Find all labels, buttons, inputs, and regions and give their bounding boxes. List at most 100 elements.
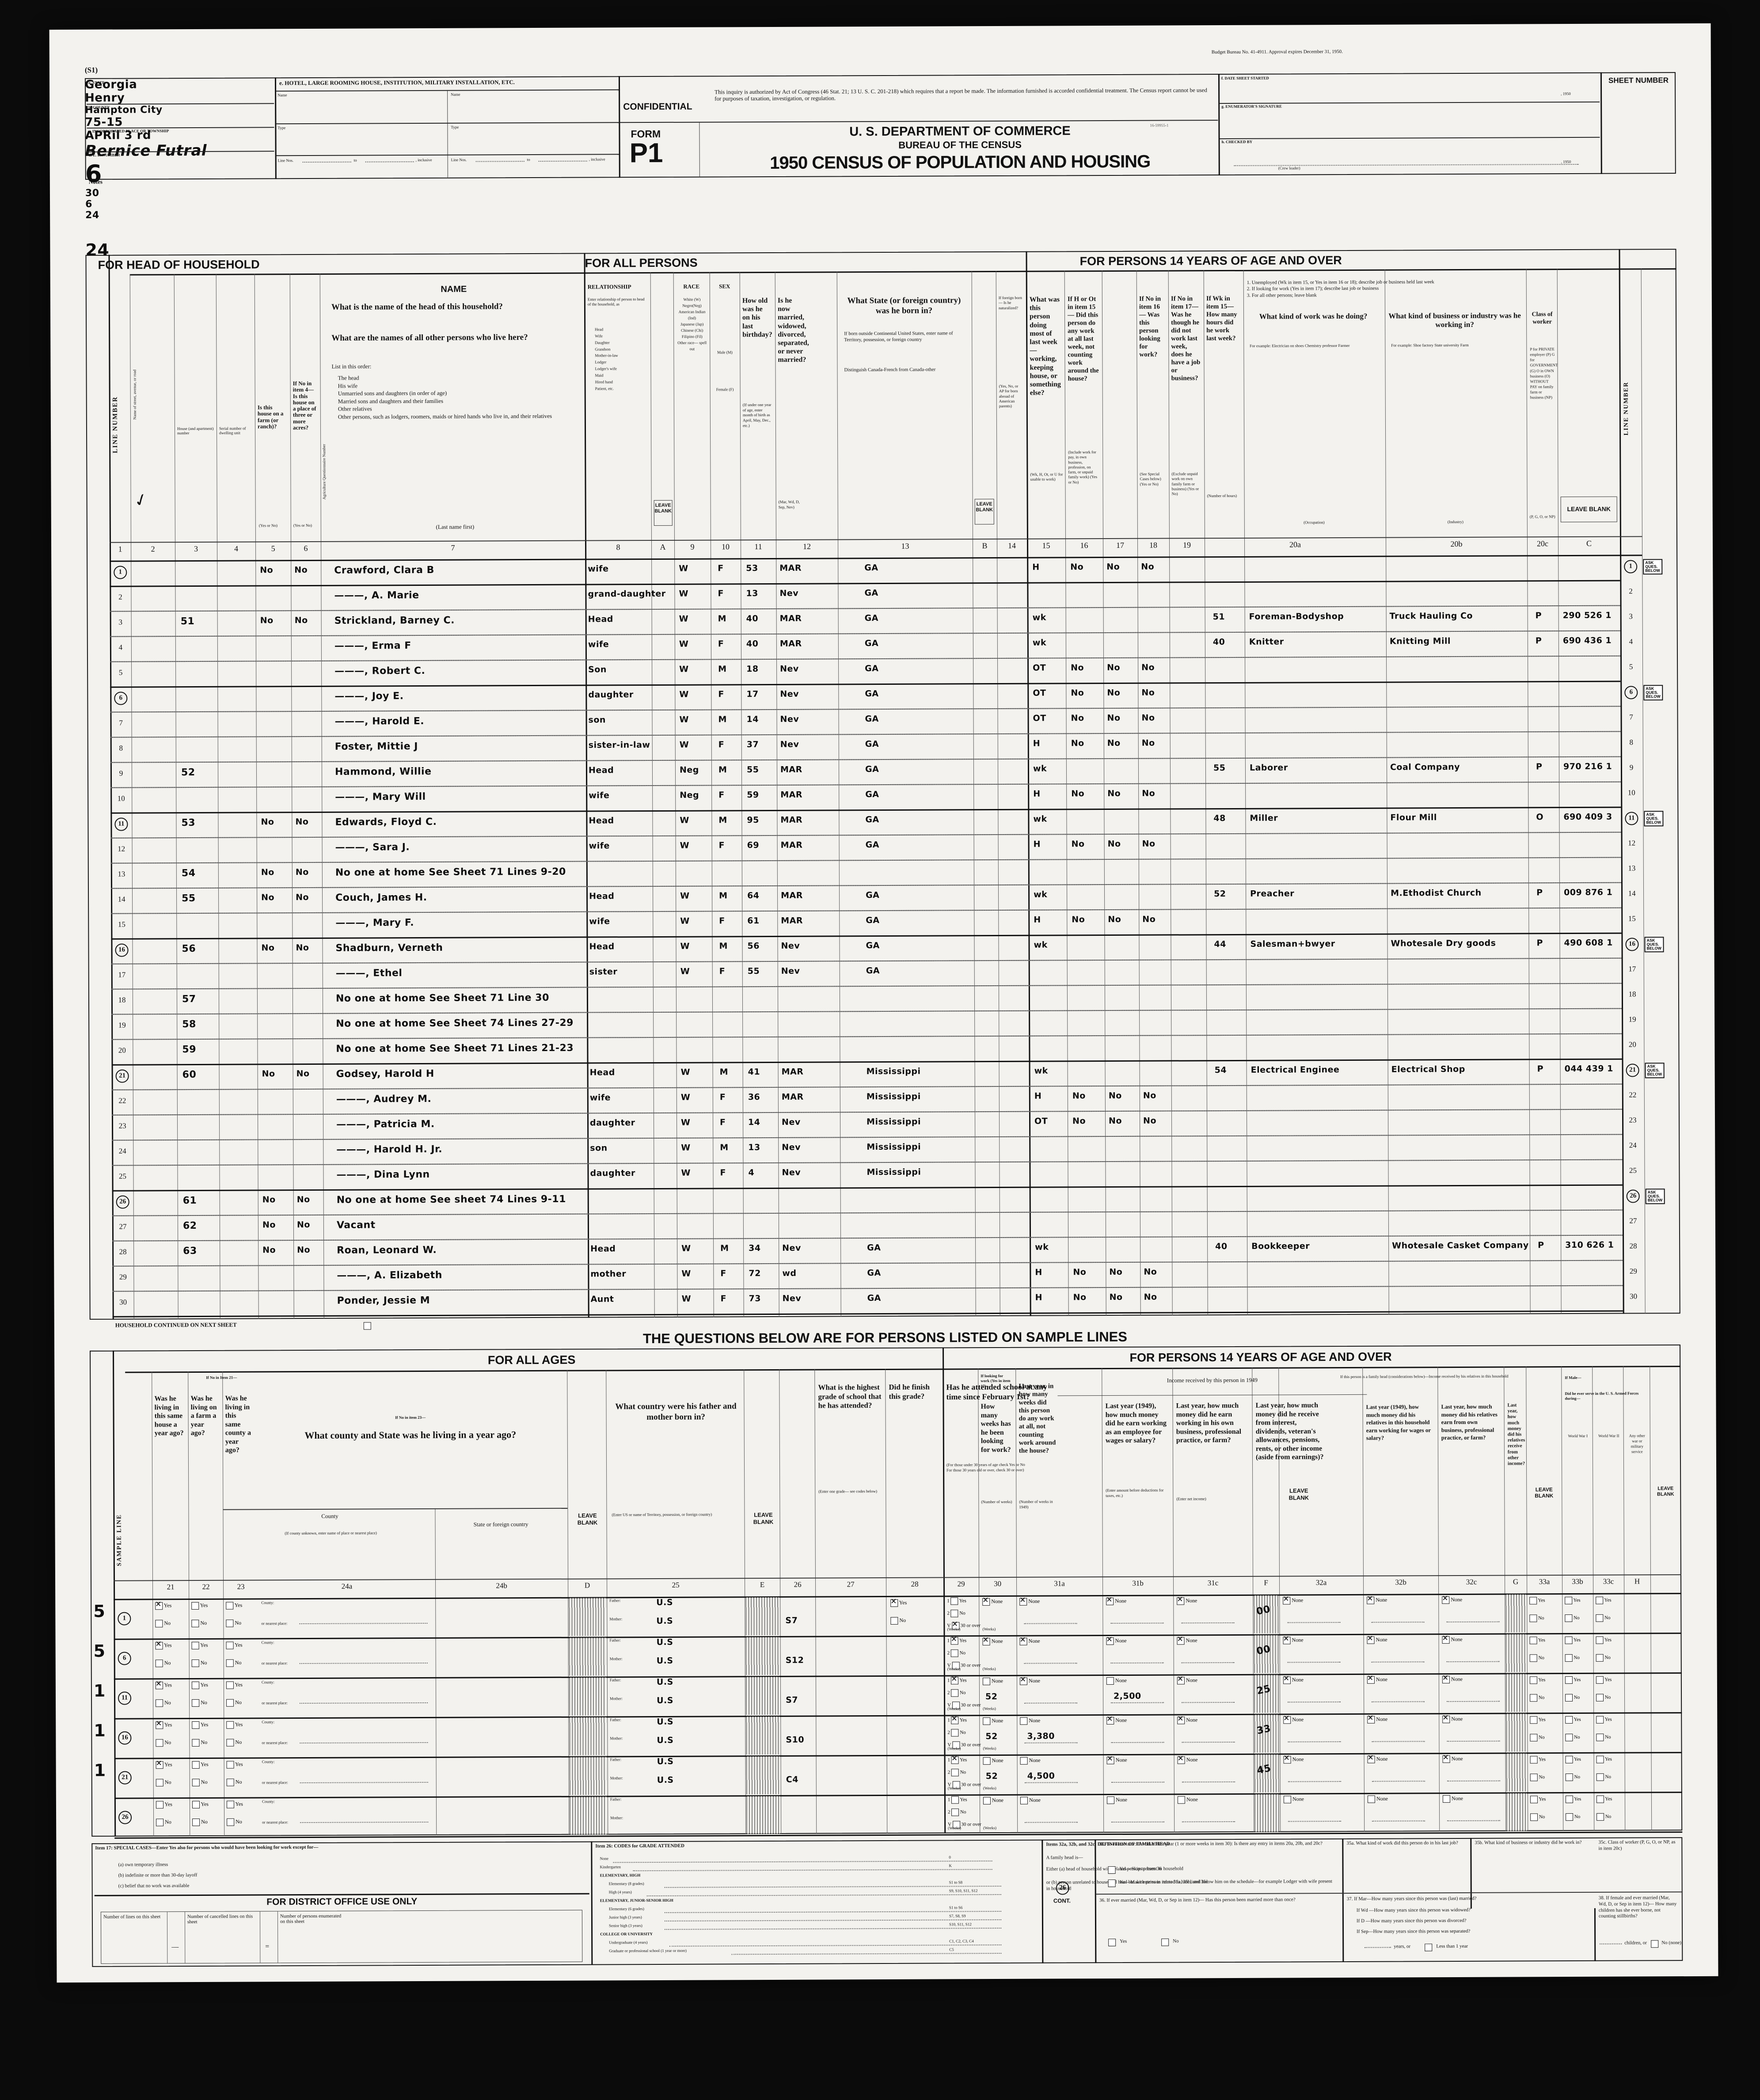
cell-name-18[interactable]: No one at home See Sheet 71 Line 30 [335, 992, 549, 1004]
cell-birthplace-29[interactable]: GA [867, 1268, 881, 1278]
cell-race-11[interactable]: W [680, 815, 689, 825]
cell-race-30[interactable]: W [681, 1294, 692, 1304]
sample-q23-26-no[interactable]: No [227, 1818, 242, 1826]
cell-q18-12[interactable]: No [1142, 839, 1156, 849]
cell-industry-28[interactable]: Whotesale Casket Company [1392, 1240, 1529, 1251]
cell-name-29[interactable]: ———, A. Elizabeth [337, 1269, 442, 1281]
cell-birthplace-17[interactable]: GA [866, 966, 880, 976]
sample-33c-no-26[interactable]: No [1597, 1813, 1611, 1821]
sample-q28-opt2-11[interactable]: 2 No [947, 1689, 966, 1697]
cell-race-21[interactable]: W [680, 1067, 691, 1077]
cell-serial-11[interactable]: 53 [181, 817, 196, 829]
sample-mother-value-21[interactable]: U.S [657, 1775, 674, 1785]
sample-weeks30-none-16[interactable]: None [983, 1717, 1003, 1725]
sample-weeks30-value-16[interactable]: 52 [985, 1732, 998, 1742]
sample-inc32c-6-none[interactable]: None [1442, 1636, 1463, 1644]
sample-inc32b-1-amount-line[interactable] [1371, 1621, 1425, 1623]
sample-inc31a-16-amount-line[interactable] [1024, 1742, 1078, 1743]
cell-q17-8[interactable]: No [1107, 738, 1121, 748]
sample-inc31b-26-none[interactable]: None [1106, 1796, 1127, 1804]
cell-activity-21[interactable]: wk [1034, 1066, 1048, 1076]
sample-weeks30-value-11[interactable]: 52 [985, 1692, 998, 1702]
sample-inc31c-21-amount-line[interactable] [1182, 1781, 1235, 1783]
sample-q23-11-yes[interactable]: Yes [226, 1681, 243, 1689]
cell-relationship-4[interactable]: wife [588, 639, 609, 649]
cell-birthplace-6[interactable]: GA [865, 689, 879, 699]
sample-33b-no-1[interactable]: No [1565, 1614, 1580, 1622]
sample-33c-no-6[interactable]: No [1596, 1654, 1611, 1662]
cell-race-4[interactable]: W [679, 639, 689, 649]
sample-33b-yes-11[interactable]: Yes [1565, 1676, 1581, 1684]
cell-relationship-5[interactable]: Son [588, 665, 607, 675]
sample-q28-opt1-16[interactable]: 1 Yes [947, 1716, 967, 1724]
sample-q28-opt1-11[interactable]: 1 Yes [947, 1677, 967, 1685]
cell-birthplace-4[interactable]: GA [864, 638, 879, 649]
sample-inc32c-11-none[interactable]: None [1442, 1676, 1463, 1684]
sample-weeks30-none-26[interactable]: None [983, 1797, 1004, 1805]
cell-q17-30[interactable]: No [1109, 1292, 1123, 1303]
cell-name-10[interactable]: ———, Mary Will [335, 791, 426, 803]
sample-q23-26-yes[interactable]: Yes [226, 1800, 243, 1808]
cell-birthplace-15[interactable]: GA [866, 915, 880, 926]
sample-33a-no-6[interactable]: No [1529, 1654, 1544, 1662]
sample-q28-opt2-6[interactable]: 2 No [947, 1649, 966, 1657]
cell-class-28[interactable]: P [1538, 1240, 1544, 1250]
sample-inc31b-16-none[interactable]: None [1106, 1717, 1127, 1725]
cell-race-5[interactable]: W [679, 664, 689, 674]
cell-marital-5[interactable]: Nev [780, 664, 799, 674]
sample-inc31c-16-amount-line[interactable] [1182, 1741, 1235, 1743]
cell-occupation-4[interactable]: Knitter [1249, 637, 1284, 647]
sample-q22-26-yes[interactable]: Yes [192, 1800, 209, 1809]
sample-weeks30-none-21[interactable]: None [983, 1757, 1004, 1765]
sample-q21-1-yes[interactable]: Yes [155, 1602, 171, 1610]
cell-marital-6[interactable]: Nev [780, 689, 799, 699]
sample-inc32c-1-none[interactable]: None [1442, 1596, 1462, 1604]
cell-birthplace-3[interactable]: GA [864, 613, 879, 623]
cell-age-7[interactable]: 14 [746, 714, 759, 725]
line-nos-fill-1a[interactable] [302, 161, 351, 163]
cell-sex-6[interactable]: F [718, 689, 724, 699]
sample-q22-16-no[interactable]: No [192, 1739, 207, 1747]
q37-less-checkbox[interactable] [1425, 1944, 1433, 1952]
cell-name-28[interactable]: Roan, Leonard W. [337, 1244, 437, 1256]
cell-birthplace-16[interactable]: GA [866, 941, 880, 951]
cell-name-25[interactable]: ———, Dina Lynn [336, 1169, 430, 1181]
cell-birthplace-28[interactable]: GA [867, 1243, 881, 1253]
cell-q17-6[interactable]: No [1107, 687, 1121, 698]
cell-sex-14[interactable]: M [719, 891, 728, 901]
cell-relationship-2[interactable]: grand-daughter [588, 589, 666, 599]
sample-33a-no-11[interactable]: No [1530, 1694, 1544, 1702]
sample-inc32b-1-none[interactable]: None [1367, 1596, 1387, 1604]
cell-relationship-17[interactable]: sister [589, 967, 618, 977]
sample-inc31b-6-none[interactable]: None [1106, 1637, 1127, 1645]
sample-q22-1-no[interactable]: No [191, 1619, 207, 1628]
sample-q23-21-no[interactable]: No [226, 1778, 242, 1786]
cell-marital-8[interactable]: Nev [780, 739, 799, 749]
cell-marital-29[interactable]: wd [782, 1268, 797, 1278]
cell-serial-3[interactable]: 51 [180, 615, 195, 627]
cell-birthplace-11[interactable]: GA [865, 815, 879, 825]
cell-age-8[interactable]: 37 [746, 740, 759, 750]
sample-33b-yes-21[interactable]: Yes [1565, 1756, 1581, 1764]
sample-inc31c-11-amount-line[interactable] [1182, 1701, 1235, 1703]
sample-inc31c-1-none[interactable]: None [1177, 1597, 1197, 1605]
sample-inc31c-11-none[interactable]: None [1177, 1677, 1197, 1685]
sample-grade-value-16[interactable]: S10 [786, 1735, 805, 1745]
sample-inc32a-6-amount-line[interactable] [1287, 1661, 1341, 1663]
cell-race-23[interactable]: W [680, 1117, 691, 1128]
sample-33b-yes-6[interactable]: Yes [1565, 1637, 1581, 1644]
sample-33c-yes-6[interactable]: Yes [1596, 1636, 1612, 1644]
cell-class-11[interactable]: O [1536, 812, 1544, 822]
cell-name-20[interactable]: No one at home See Sheet 71 Lines 21-23 [336, 1042, 574, 1055]
cell-birthplace-12[interactable]: GA [865, 840, 879, 850]
cell-sex-29[interactable]: F [720, 1268, 726, 1279]
cell-q16-5[interactable]: No [1071, 663, 1084, 673]
cell-code-21[interactable]: 044 439 1 [1564, 1063, 1613, 1074]
sample-inc32b-26-none[interactable]: None [1367, 1795, 1388, 1803]
cell-sex-1[interactable]: F [718, 563, 724, 573]
sample-33c-yes-1[interactable]: Yes [1596, 1596, 1612, 1604]
cell-relationship-1[interactable]: wife [588, 564, 609, 574]
cell-age-22[interactable]: 36 [748, 1092, 760, 1102]
cell-name-24[interactable]: ———, Harold H. Jr. [336, 1143, 443, 1155]
cell-marital-17[interactable]: Nev [781, 966, 800, 976]
